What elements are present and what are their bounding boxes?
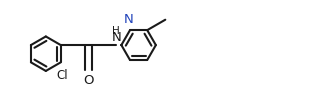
Text: O: O [83, 74, 94, 87]
Text: Cl: Cl [57, 69, 68, 82]
Text: N: N [112, 32, 121, 44]
Text: H: H [112, 26, 120, 36]
Text: N: N [124, 13, 133, 26]
